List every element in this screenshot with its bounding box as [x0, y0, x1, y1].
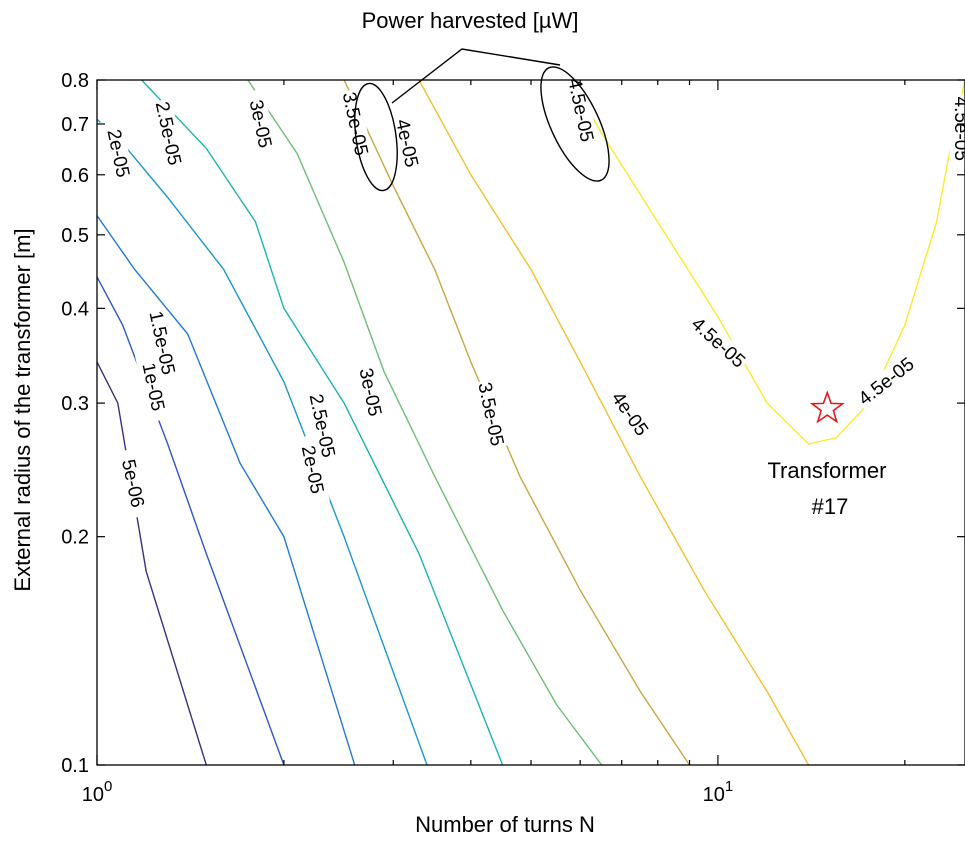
callout-ellipse-2 — [540, 66, 610, 182]
contour-label-bg — [149, 97, 186, 170]
contour-label-4.5e-05: 4.5e-05 — [687, 314, 749, 373]
marker-label: Transformer #17 — [767, 458, 892, 519]
contour-line-1e-05 — [96, 276, 285, 766]
y-tick-label: 0.2 — [61, 527, 89, 549]
contour-label-bg — [303, 390, 340, 462]
contour-label-bg — [600, 380, 658, 449]
contour-line-2.5e-05 — [141, 79, 504, 766]
contour-label-2e-05: 2e-05 — [102, 128, 133, 180]
y-tick-label: 0.6 — [61, 165, 89, 187]
leader-line-1 — [391, 48, 561, 104]
contour-label-bg — [134, 351, 171, 423]
contour-line-5e-06 — [96, 361, 207, 766]
contour-label-3e-05: 3e-05 — [245, 98, 276, 150]
contour-label-bg — [685, 312, 751, 374]
contour-label-bg — [143, 307, 180, 379]
contour-label-bg — [242, 88, 278, 160]
contour-lines — [96, 79, 965, 766]
x-axis-label: Number of turns N — [415, 812, 595, 837]
contour-label-bg — [114, 447, 151, 520]
y-tick-label: 0.7 — [61, 114, 89, 136]
contour-label-bg — [853, 352, 921, 412]
contour-label-4.5e-05: 4.5e-05 — [855, 354, 919, 410]
contour-line-4.5e-05 — [570, 79, 965, 445]
plot-frame — [96, 79, 965, 766]
contour-line-1.5e-05 — [96, 215, 356, 766]
y-tick-label: 0.1 — [61, 755, 89, 777]
contour-label-bg — [562, 74, 598, 146]
contour-label-4e-05: 4e-05 — [391, 117, 422, 169]
contour-line-4e-05 — [418, 79, 810, 766]
contour-line-3e-05 — [247, 79, 603, 766]
contour-line-2e-05 — [96, 118, 428, 766]
contour-label-3.5e-05: 3.5e-05 — [473, 381, 507, 448]
axis-ticks: 0.1 0.2 0.3 0.4 0.5 0.6 0.7 0.8 100 101 — [61, 70, 965, 806]
contour-label-bg — [472, 378, 509, 450]
contour-label-bg — [388, 107, 425, 179]
star-marker — [809, 390, 845, 424]
x-tick-label: 101 — [703, 778, 734, 806]
annotation-title: Power harvested [µW] — [362, 8, 579, 33]
contour-label-bg — [294, 434, 330, 506]
contour-label-2.5e-05: 2.5e-05 — [151, 100, 185, 167]
y-tick-label: 0.4 — [61, 298, 89, 320]
contour-label-bg — [99, 117, 136, 190]
contour-label-5e-06: 5e-06 — [117, 458, 148, 510]
x-tick-label: 100 — [82, 778, 113, 806]
y-tick-label: 0.5 — [61, 225, 89, 247]
annotation-leaders — [354, 48, 610, 192]
contour-label-4.5e-05: 4.5e-05 — [950, 97, 965, 161]
callout-ellipse-1 — [354, 82, 398, 192]
contour-label-4e-05: 4e-05 — [607, 388, 652, 440]
y-axis-label: External radius of the transformer [m] — [10, 228, 35, 591]
contour-label-bg — [351, 356, 388, 428]
contour-labels: 5e-061e-051.5e-052e-052e-052.5e-052.5e-0… — [99, 74, 965, 520]
contour-label-3e-05: 3e-05 — [354, 366, 385, 418]
markers — [809, 390, 845, 424]
contour-label-bg — [949, 94, 965, 163]
y-tick-label: 0.8 — [61, 70, 89, 92]
y-tick-label: 0.3 — [61, 393, 89, 415]
